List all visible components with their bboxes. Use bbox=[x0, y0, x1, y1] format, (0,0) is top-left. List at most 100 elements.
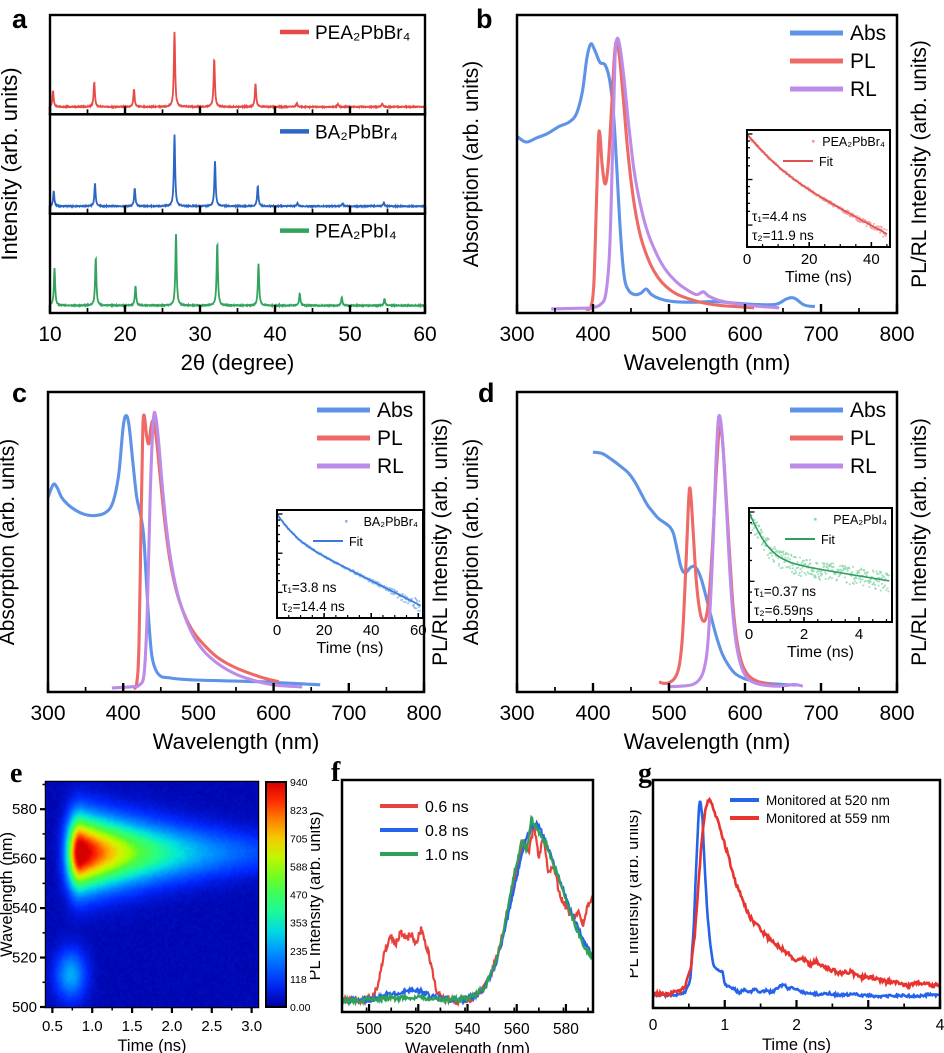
decay-scatter-point bbox=[401, 598, 403, 601]
decay-scatter-point bbox=[880, 571, 883, 573]
tau2-value: τ₂=11.9 ns bbox=[752, 228, 814, 243]
decay-scatter-point bbox=[887, 590, 890, 593]
axes-box bbox=[48, 212, 427, 315]
y-axis-label-right: PL/RL Intensity (arb. units) bbox=[429, 418, 452, 666]
decay-scatter-point bbox=[768, 557, 770, 559]
decay-scatter-point bbox=[775, 162, 778, 165]
colorbar-tick-label: 470 bbox=[290, 890, 308, 902]
x-tick-label: 600 bbox=[727, 702, 762, 725]
decay-scatter-point bbox=[368, 577, 371, 580]
decay-scatter-point bbox=[800, 570, 803, 573]
decay-scatter-point bbox=[786, 552, 789, 555]
decay-scatter-point bbox=[791, 176, 794, 178]
decay-scatter-point bbox=[827, 577, 830, 580]
decay-scatter-point bbox=[831, 204, 834, 206]
decay-scatter-point bbox=[786, 566, 789, 569]
decay-scatter-point bbox=[883, 232, 885, 235]
panel-e-streak-heatmap: 0.5 1.0 1.5 2.0 2.5 3.0 500 520 540 560 580 Time (n… bbox=[0, 758, 330, 1053]
decay-fit-line bbox=[276, 513, 421, 607]
panel-letter-a: a bbox=[12, 4, 28, 34]
decay-scatter-point bbox=[795, 567, 798, 569]
decay-scatter-point bbox=[375, 580, 378, 583]
decay-scatter-point bbox=[767, 538, 770, 541]
xrd-trace-BA₂PbBr₄ bbox=[49, 134, 426, 210]
decay-scatter-point bbox=[391, 588, 394, 591]
decay-scatter-point bbox=[814, 574, 817, 577]
decay-scatter-point bbox=[879, 570, 881, 573]
panel-b-spectra-pea2pbbr4: 300 400 500 600 700 800 Wavelength (nm) Absorpt… bbox=[460, 0, 944, 375]
decay-scatter-point bbox=[780, 554, 783, 557]
decay-scatter-point bbox=[872, 226, 875, 229]
decay-scatter-point bbox=[872, 223, 875, 225]
inset-legend-dot bbox=[812, 140, 815, 143]
decay-scatter-point bbox=[803, 559, 806, 562]
legend-label: RL bbox=[377, 455, 404, 478]
decay-scatter-point bbox=[884, 235, 887, 237]
decay-scatter-point bbox=[837, 575, 840, 578]
decay-scatter-point bbox=[414, 607, 417, 610]
decay-scatter-point bbox=[775, 549, 778, 552]
x-tick-label: 400 bbox=[575, 702, 610, 725]
decay-scatter-point bbox=[865, 575, 868, 577]
decay-scatter-point bbox=[815, 561, 818, 564]
decay-scatter-point bbox=[770, 552, 773, 554]
decay-scatter-point bbox=[778, 551, 781, 554]
decay-scatter-point bbox=[796, 561, 799, 563]
y-axis-label-left: Absorption (arb. units) bbox=[460, 61, 483, 268]
decay-scatter-point bbox=[879, 225, 882, 228]
decay-scatter-point bbox=[869, 223, 872, 226]
series-RL bbox=[667, 413, 804, 689]
decay-scatter-point bbox=[837, 569, 840, 572]
decay-scatter-point bbox=[830, 201, 833, 204]
decay-scatter-point bbox=[771, 554, 773, 557]
decay-scatter-point bbox=[378, 585, 381, 588]
decay-scatter-point bbox=[392, 593, 395, 596]
decay-scatter-point bbox=[875, 225, 878, 228]
decay-scatter-point bbox=[379, 583, 382, 586]
x-axis-label: Wavelength (nm) bbox=[405, 1040, 530, 1053]
decay-scatter-point bbox=[886, 587, 889, 590]
heatmap-canvas bbox=[46, 782, 258, 1007]
decay-scatter-point bbox=[838, 568, 840, 571]
decay-scatter-point bbox=[772, 558, 775, 561]
y-tick-label: 500 bbox=[12, 999, 37, 1016]
decay-scatter-point bbox=[852, 213, 855, 215]
decay-scatter-point bbox=[786, 558, 788, 561]
decay-scatter-point bbox=[762, 541, 764, 544]
decay-scatter-point bbox=[878, 225, 880, 228]
colorbar-tick-label: 353 bbox=[290, 918, 308, 930]
y-axis-label-right: PL/RL Intensity (arb. units) bbox=[908, 418, 931, 666]
decay-scatter-point bbox=[799, 568, 802, 570]
decay-scatter-point bbox=[782, 551, 784, 554]
decay-scatter-point bbox=[807, 572, 810, 575]
decay-scatter-point bbox=[839, 206, 842, 209]
legend-label: RL bbox=[850, 78, 877, 101]
decay-scatter-point bbox=[772, 548, 774, 550]
decay-scatter-point bbox=[850, 574, 853, 577]
decay-scatter-point bbox=[814, 576, 817, 579]
decay-scatter-point bbox=[874, 588, 877, 590]
decay-scatter-point bbox=[844, 568, 847, 570]
x-tick-label: 400 bbox=[575, 323, 610, 346]
decay-scatter-point bbox=[862, 217, 865, 220]
decay-scatter-point bbox=[783, 561, 786, 563]
x-tick-label: 2 bbox=[792, 1017, 801, 1034]
x-tick-label: 3.0 bbox=[241, 1018, 262, 1035]
decay-scatter-point bbox=[773, 560, 775, 562]
decay-scatter-point bbox=[790, 555, 793, 557]
decay-scatter-point bbox=[416, 604, 419, 606]
decay-scatter-point bbox=[854, 580, 856, 583]
decay-scatter-point bbox=[821, 561, 824, 564]
legend-label: PL bbox=[850, 427, 876, 450]
decay-scatter-point bbox=[415, 599, 418, 602]
decay-scatter-point bbox=[885, 589, 888, 592]
decay-scatter-point bbox=[785, 552, 787, 554]
decay-scatter-point bbox=[359, 575, 362, 578]
series-1.0 ns bbox=[342, 814, 593, 1007]
decay-scatter-point bbox=[416, 600, 419, 603]
decay-scatter-point bbox=[881, 582, 883, 585]
decay-scatter-point bbox=[866, 571, 869, 573]
decay-scatter-point bbox=[367, 580, 370, 583]
decay-scatter-point bbox=[760, 529, 763, 532]
